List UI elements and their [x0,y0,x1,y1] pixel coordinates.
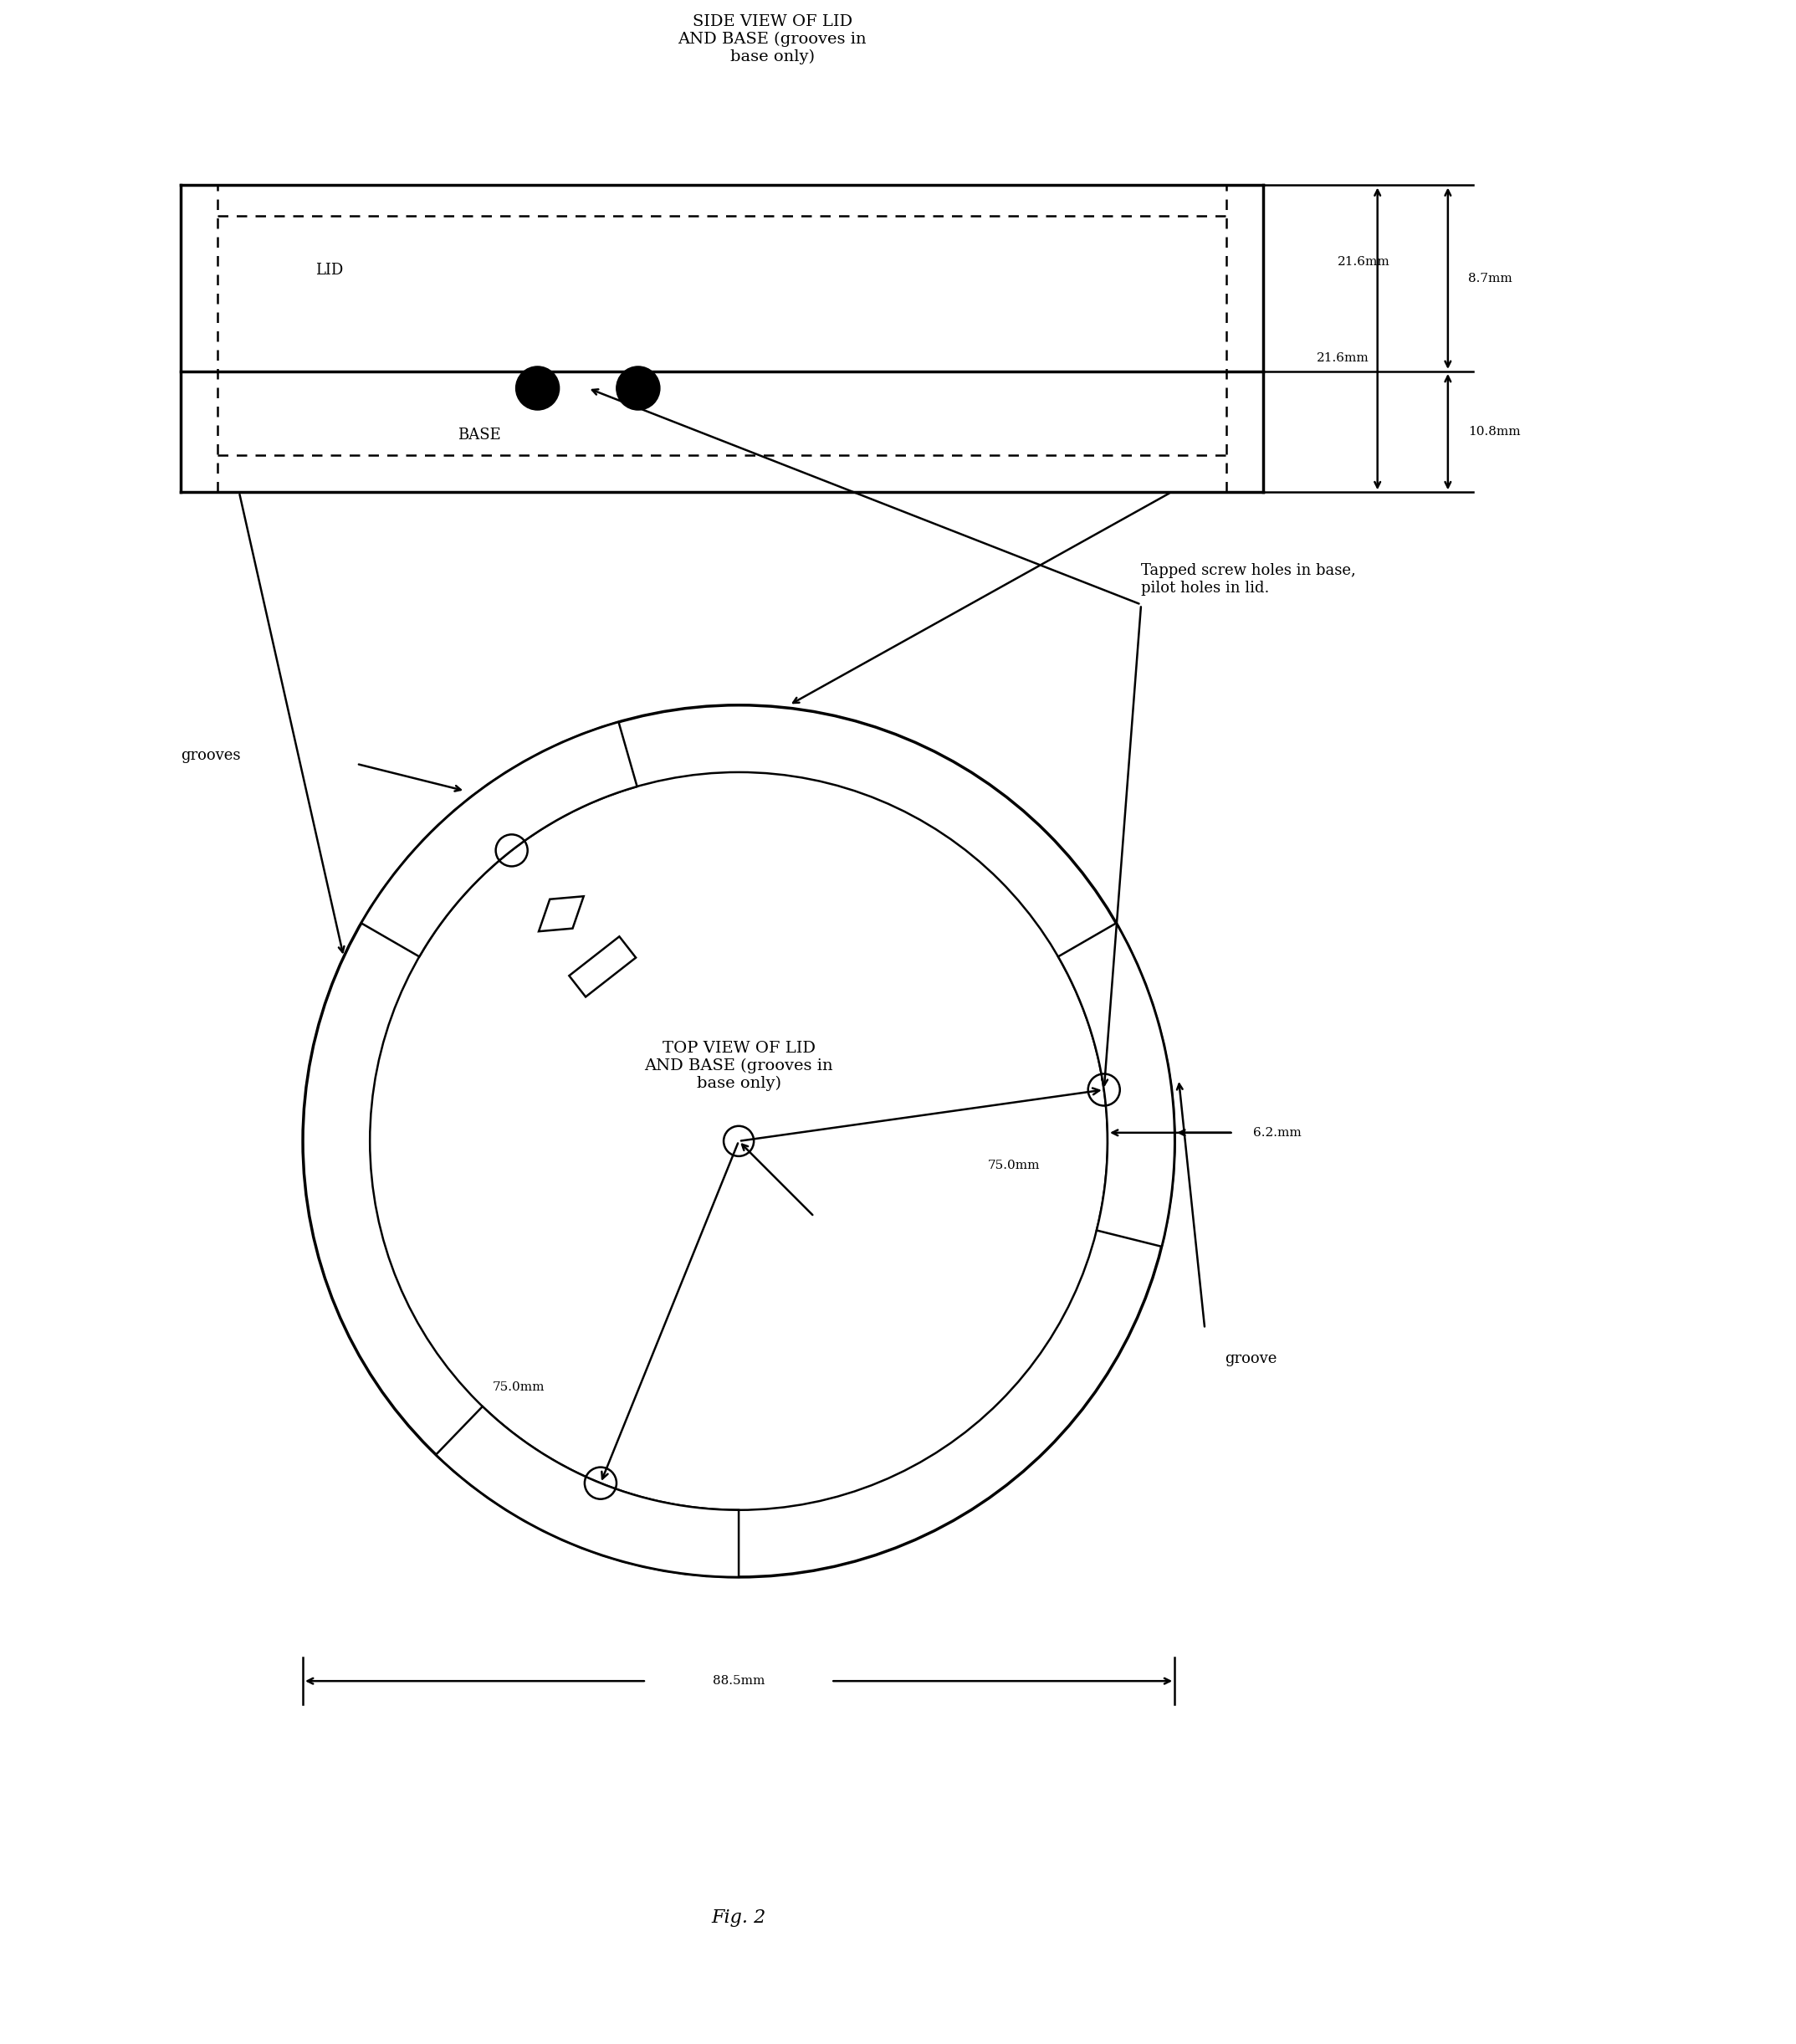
Text: TOP VIEW OF LID
AND BASE (grooves in
base only): TOP VIEW OF LID AND BASE (grooves in bas… [645,1040,833,1091]
Text: groove: groove [1225,1351,1277,1367]
Text: 21.6mm: 21.6mm [1338,256,1390,268]
Text: 6.2.mm: 6.2.mm [1254,1126,1302,1139]
Text: LID: LID [316,262,343,278]
Polygon shape [1058,924,1175,1247]
Text: 10.8mm: 10.8mm [1467,425,1521,437]
Circle shape [616,366,659,411]
Text: 21.6mm: 21.6mm [1316,352,1369,364]
Polygon shape [361,722,638,957]
Text: 8.7mm: 8.7mm [1467,272,1512,284]
Text: 88.5mm: 88.5mm [713,1676,765,1686]
Text: BASE: BASE [458,427,501,444]
Text: Fig. 2: Fig. 2 [711,1909,767,1927]
Text: grooves: grooves [180,748,241,762]
Text: SIDE VIEW OF LID
AND BASE (grooves in
base only): SIDE VIEW OF LID AND BASE (grooves in ba… [677,14,867,65]
Text: 75.0mm: 75.0mm [988,1159,1040,1171]
Polygon shape [436,1406,738,1578]
Circle shape [515,366,559,411]
Text: Tapped screw holes in base,
pilot holes in lid.: Tapped screw holes in base, pilot holes … [1140,564,1356,595]
Text: 75.0mm: 75.0mm [492,1382,544,1394]
